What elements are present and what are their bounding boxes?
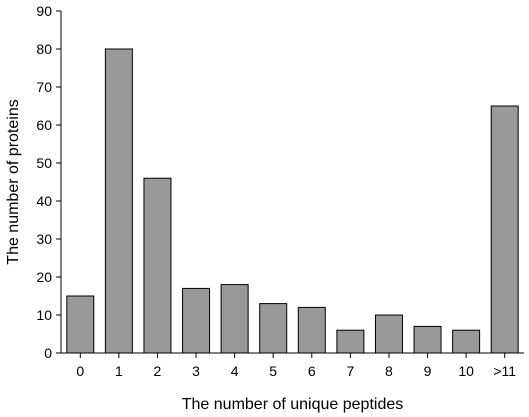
x-axis-title: The number of unique peptides bbox=[182, 396, 403, 413]
bar-2 bbox=[143, 177, 172, 354]
y-axis-ticks: 0 10 20 30 40 50 60 70 80 90 bbox=[36, 3, 61, 361]
x-tick-label: 8 bbox=[385, 363, 393, 379]
y-tick-label: 10 bbox=[36, 307, 52, 323]
x-tick-label: 6 bbox=[308, 363, 316, 379]
bar-4 bbox=[220, 284, 249, 354]
bar-series bbox=[66, 48, 519, 354]
bar-6 bbox=[297, 306, 326, 354]
y-tick-label: 60 bbox=[36, 117, 52, 133]
bar-7 bbox=[336, 329, 365, 354]
x-tick-label: 4 bbox=[231, 363, 239, 379]
x-axis-ticks: 0 1 2 3 4 5 6 7 8 9 10 >11 bbox=[76, 353, 516, 379]
y-axis-title: The number of proteins bbox=[5, 99, 22, 264]
y-tick-label: 70 bbox=[36, 79, 52, 95]
y-tick-label: 0 bbox=[44, 345, 52, 361]
bar-1 bbox=[104, 48, 133, 354]
bar-gt11 bbox=[490, 105, 519, 354]
y-tick-label: 40 bbox=[36, 193, 52, 209]
x-tick-label: 9 bbox=[424, 363, 432, 379]
bar-3 bbox=[182, 287, 211, 354]
x-tick-label: 1 bbox=[115, 363, 123, 379]
bar-0 bbox=[66, 295, 95, 354]
bar-5 bbox=[259, 303, 288, 354]
x-tick-label: 7 bbox=[346, 363, 354, 379]
x-tick-label: 5 bbox=[269, 363, 277, 379]
y-tick-label: 20 bbox=[36, 269, 52, 285]
y-tick-label: 90 bbox=[36, 3, 52, 19]
bar-9 bbox=[413, 325, 442, 354]
x-tick-label: 10 bbox=[458, 363, 474, 379]
x-tick-label: 2 bbox=[154, 363, 162, 379]
x-tick-label: >11 bbox=[493, 363, 516, 379]
bar-10 bbox=[452, 329, 481, 354]
x-tick-label: 0 bbox=[76, 363, 84, 379]
y-tick-label: 30 bbox=[36, 231, 52, 247]
y-tick-label: 50 bbox=[36, 155, 52, 171]
y-tick-label: 80 bbox=[36, 41, 52, 57]
x-tick-label: 3 bbox=[192, 363, 200, 379]
bar-8 bbox=[374, 314, 403, 354]
